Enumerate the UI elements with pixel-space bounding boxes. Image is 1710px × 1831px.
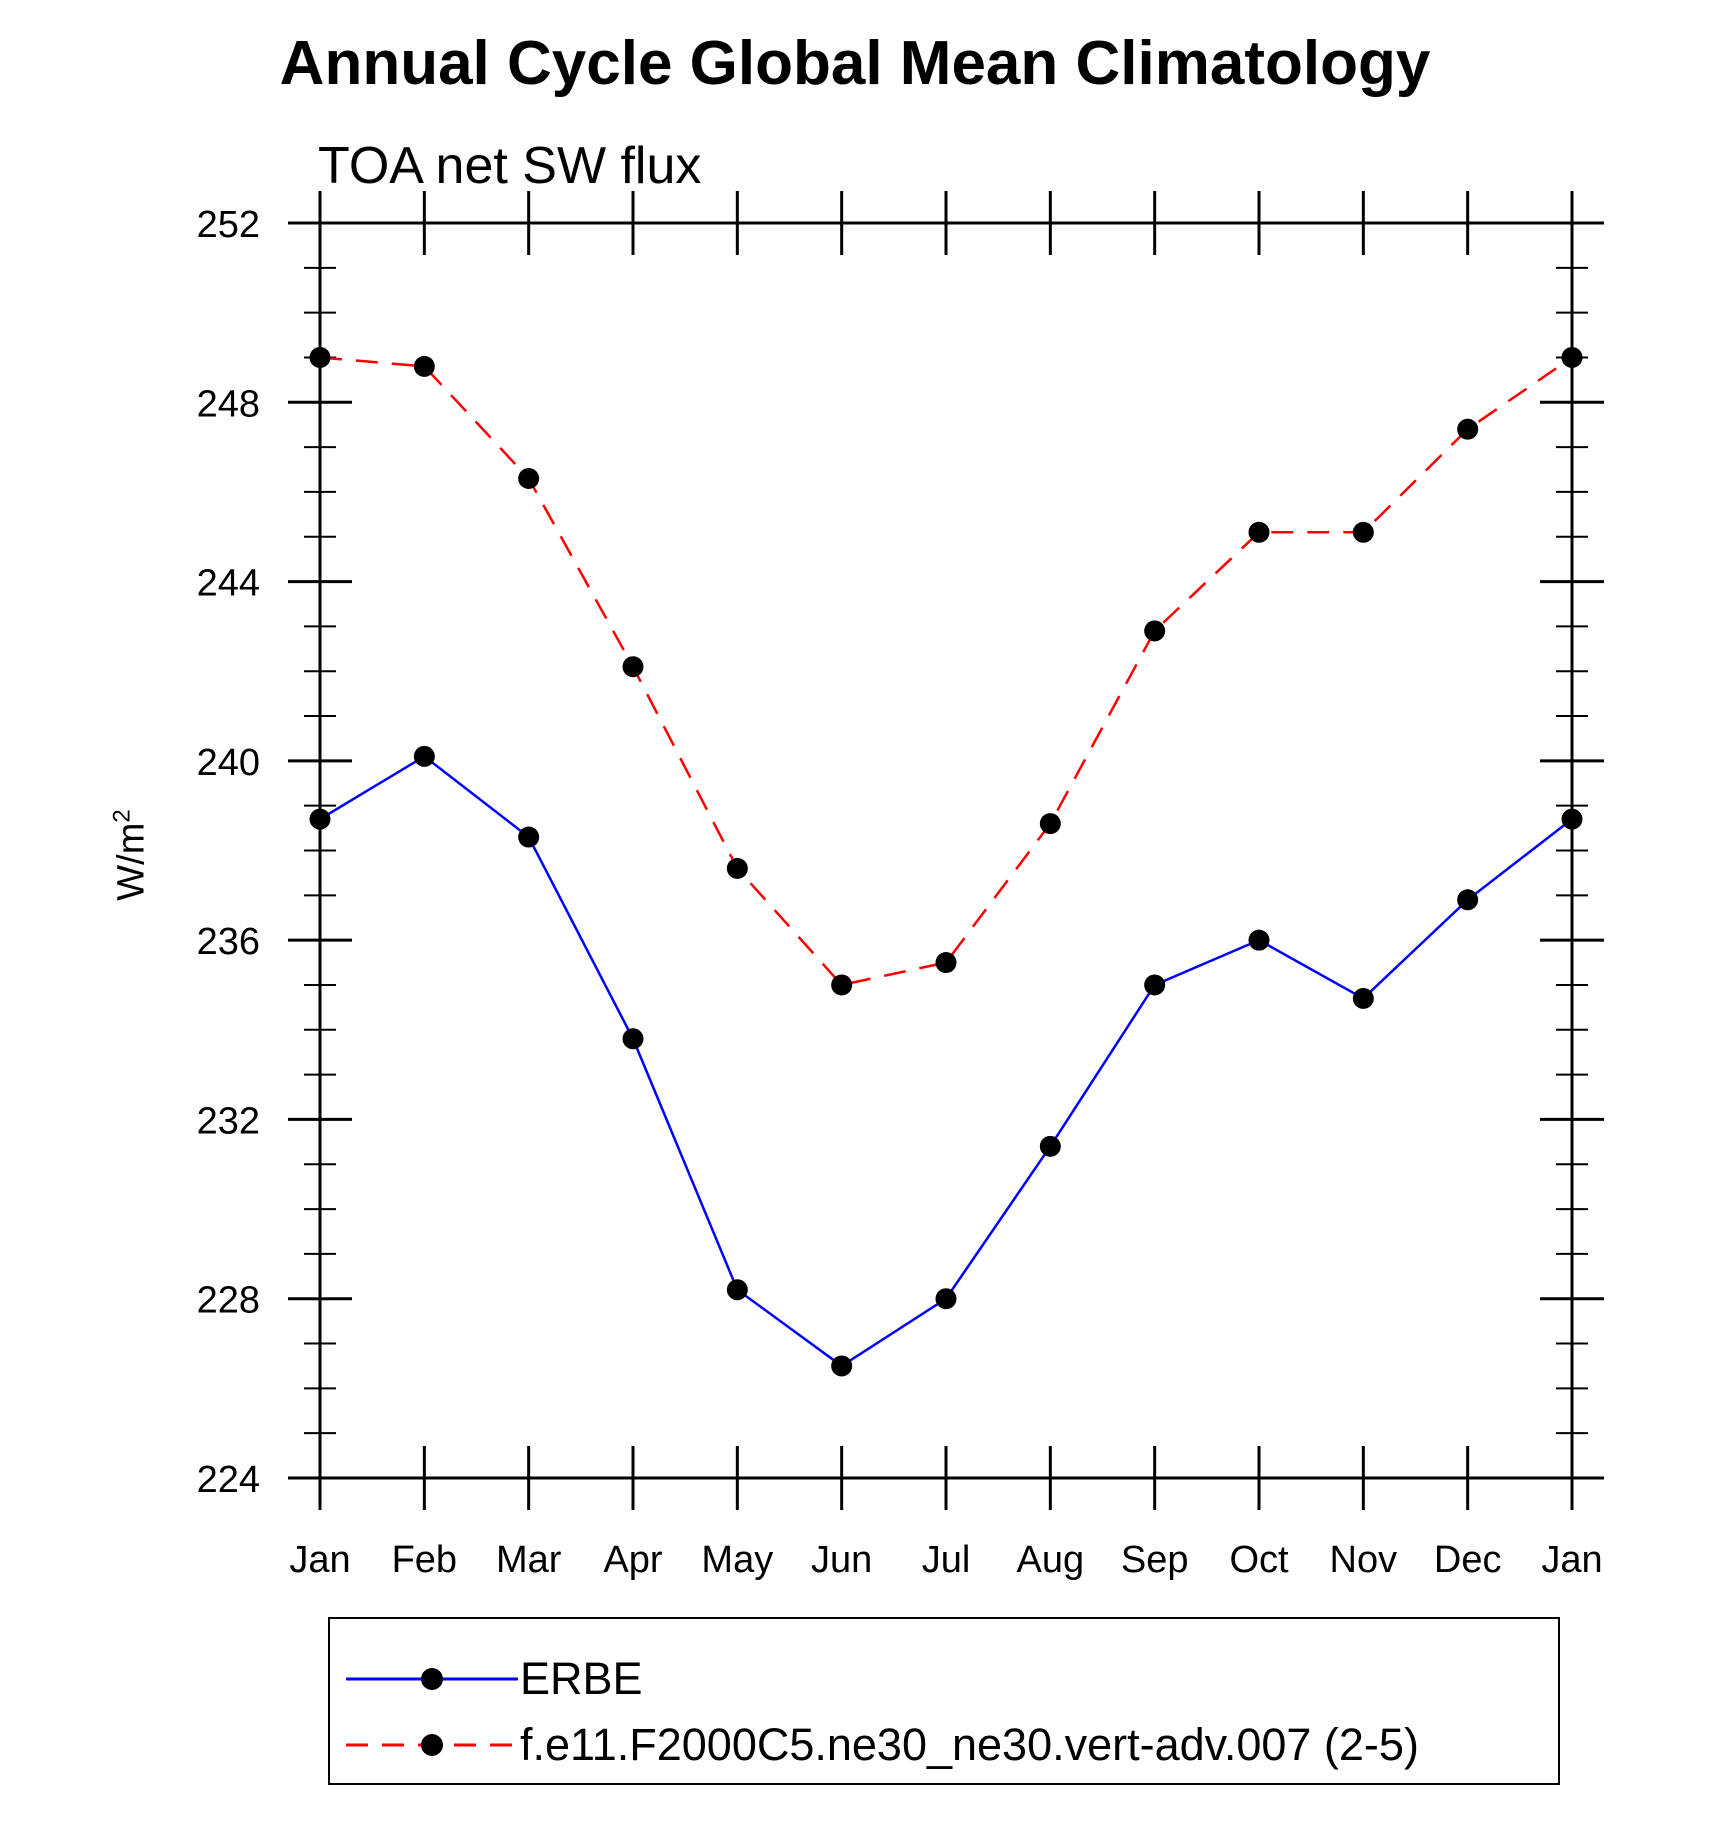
x-tick-label: Apr — [603, 1539, 662, 1581]
axis-ticks — [288, 191, 1604, 1510]
x-tick-label: Jan — [1541, 1539, 1602, 1581]
data-point-s1-4 — [726, 857, 748, 879]
legend-entry-model: f.e11.F2000C5.ne30_ne30.vert-adv.007 (2-… — [330, 1715, 1558, 1775]
y-tick-label: 240 — [197, 742, 260, 784]
data-point-s1-11 — [1457, 418, 1479, 440]
data-point-s0-12 — [1561, 808, 1583, 830]
data-point-s0-3 — [622, 1028, 644, 1050]
data-point-s1-5 — [831, 974, 853, 996]
data-point-s0-10 — [1352, 987, 1374, 1009]
y-tick-label: 232 — [197, 1100, 260, 1142]
y-tick-label: 236 — [197, 921, 260, 963]
data-point-s1-1 — [413, 355, 435, 377]
data-point-s0-7 — [1039, 1135, 1061, 1157]
legend-entry-erbe: ERBE — [330, 1649, 1558, 1709]
series-line-0 — [319, 754, 1573, 1368]
data-point-s0-1 — [413, 745, 435, 767]
y-tick-label: 252 — [197, 204, 260, 246]
legend: ERBE f.e11.F2000C5.ne30_ne30.vert-adv.00… — [328, 1617, 1560, 1785]
data-point-s0-2 — [518, 826, 540, 848]
data-point-s1-6 — [935, 952, 957, 974]
x-tick-label: Nov — [1330, 1539, 1398, 1581]
y-tick-label: 244 — [197, 563, 260, 605]
data-point-s1-8 — [1144, 620, 1166, 642]
data-point-s1-0 — [309, 346, 331, 368]
data-point-s1-9 — [1248, 521, 1270, 543]
x-tick-label: Jan — [289, 1539, 350, 1581]
legend-label-erbe: ERBE — [520, 1653, 643, 1704]
legend-label-model: f.e11.F2000C5.ne30_ne30.vert-adv.007 (2-… — [520, 1719, 1419, 1770]
y-tick-label: 248 — [197, 383, 260, 425]
series-lines — [319, 356, 1573, 1368]
data-point-s0-8 — [1144, 974, 1166, 996]
data-point-s0-9 — [1248, 929, 1270, 951]
x-tick-label: Mar — [496, 1539, 562, 1581]
chart-title: Annual Cycle Global Mean Climatology — [279, 29, 1431, 98]
data-point-s1-12 — [1561, 346, 1583, 368]
series-line-1 — [319, 356, 1573, 987]
x-tick-label: Feb — [392, 1539, 457, 1581]
series-points — [309, 346, 1583, 1377]
y-tick-label: 228 — [197, 1280, 260, 1322]
data-point-s1-10 — [1352, 521, 1374, 543]
x-tick-label: Jun — [811, 1539, 872, 1581]
chart-subtitle: TOA net SW flux — [318, 137, 702, 195]
data-point-s0-5 — [831, 1355, 853, 1377]
x-tick-label: Jul — [922, 1539, 971, 1581]
data-point-s1-2 — [518, 467, 540, 489]
legend-symbol-model — [346, 1734, 518, 1756]
data-point-s0-11 — [1457, 889, 1479, 911]
plot-area: 224 228 232 236 240 244 248 252 Jan Feb Mar Apr May J… — [197, 191, 1604, 1581]
data-point-s0-4 — [726, 1279, 748, 1301]
y-tick-label: 224 — [197, 1459, 260, 1501]
data-point-s1-3 — [622, 656, 644, 678]
x-tick-label: Dec — [1434, 1539, 1502, 1581]
data-point-s0-0 — [309, 808, 331, 830]
x-tick-label: Aug — [1017, 1539, 1085, 1581]
data-point-s0-6 — [935, 1288, 957, 1310]
tick-labels: 224 228 232 236 240 244 248 252 Jan Feb Mar Apr May J… — [197, 204, 1603, 1581]
x-tick-label: Oct — [1229, 1539, 1289, 1581]
x-tick-label: Sep — [1121, 1539, 1189, 1581]
legend-symbol-erbe — [346, 1668, 518, 1690]
data-point-s1-7 — [1039, 813, 1061, 835]
x-tick-label: May — [701, 1539, 773, 1581]
